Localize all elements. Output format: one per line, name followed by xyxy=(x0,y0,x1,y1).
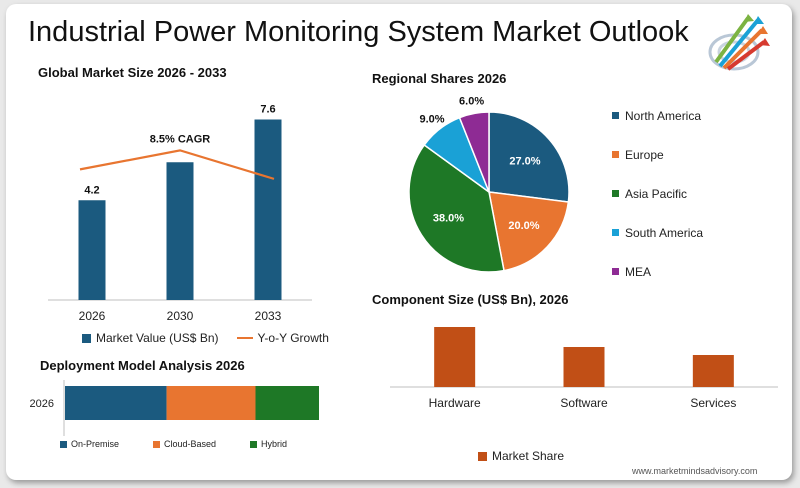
bar-software xyxy=(563,347,605,387)
legend-hybrid: Hybrid xyxy=(261,439,288,449)
cagr-annotation: 8.5% CAGR xyxy=(150,133,211,145)
page-title: Industrial Power Monitoring System Marke… xyxy=(28,16,689,48)
component-size-title: Component Size (US$ Bn), 2026 xyxy=(372,292,569,307)
stack-segment-hybrid xyxy=(255,386,319,420)
legend-swatch-north-america xyxy=(612,112,619,119)
deployment-stacked-bar: 2026 xyxy=(30,380,319,436)
infographic-card: Industrial Power Monitoring System Marke… xyxy=(6,4,792,480)
pie-label-mea: 6.0% xyxy=(459,96,484,108)
bar-hardware xyxy=(434,327,476,387)
cloud-based-swatch xyxy=(153,440,161,448)
legend-market-share: Market Share xyxy=(492,449,565,463)
pie-slice-mea xyxy=(458,111,490,193)
legend-on-premise: On-Premise xyxy=(71,439,120,449)
market-size-title: Global Market Size 2026 - 2033 xyxy=(38,65,227,80)
pie-label-north-america: 27.0% xyxy=(509,155,540,167)
component-size-chart: Hardware Software Services xyxy=(390,327,778,410)
yoy-growth-line xyxy=(79,149,275,180)
legend-market-value: Market Value (US$ Bn) xyxy=(96,331,219,345)
x-tick-hardware: Hardware xyxy=(429,396,481,410)
x-tick-2033: 2033 xyxy=(255,309,282,323)
x-tick-2030: 2030 xyxy=(167,309,194,323)
regional-shares-title: Regional Shares 2026 xyxy=(372,71,507,86)
legend-label-europe: Europe xyxy=(625,147,664,162)
pie-slice-asia-pacific xyxy=(408,143,505,273)
data-label-2026: 4.2 xyxy=(84,184,99,196)
yoy-growth-swatch xyxy=(236,337,253,339)
arrows-target-logo-icon xyxy=(708,14,770,71)
x-tick-software: Software xyxy=(560,396,608,410)
legend-swatch-mea xyxy=(612,268,619,275)
pie-label-asia-pacific: 38.0% xyxy=(433,213,464,225)
legend-label-south-america: South America xyxy=(625,225,704,240)
data-label-2033: 7.6 xyxy=(260,104,275,116)
deployment-title: Deployment Model Analysis 2026 xyxy=(40,358,245,373)
legend-item-south-america: South America xyxy=(612,213,703,252)
bar-2026 xyxy=(78,200,106,300)
y-tick-2026: 2026 xyxy=(30,398,54,410)
regional-legend: North America Europe Asia Pacific South Ame… xyxy=(612,96,703,291)
legend-label-mea: MEA xyxy=(625,264,652,279)
market-value-swatch xyxy=(82,333,91,343)
legend-item-north-america: North America xyxy=(612,96,703,135)
on-premise-swatch xyxy=(60,440,67,448)
pie-slice-north-america xyxy=(488,111,570,203)
pie-slice-europe xyxy=(488,191,570,272)
market-size-chart: 4.2 2026 2030 7.6 2033 8.5% CAGR xyxy=(48,104,312,323)
legend-item-europe: Europe xyxy=(612,135,703,174)
x-tick-2026: 2026 xyxy=(79,309,106,323)
deployment-legend: On-Premise Cloud-Based Hybrid xyxy=(60,439,287,449)
legend-item-asia-pacific: Asia Pacific xyxy=(612,174,703,213)
hybrid-swatch xyxy=(250,440,258,448)
stack-segment-cloud-based xyxy=(166,386,256,420)
component-legend: Market Share xyxy=(478,449,564,463)
bar-2030 xyxy=(166,162,194,300)
legend-swatch-asia-pacific xyxy=(612,190,619,197)
legend-swatch-south-america xyxy=(612,229,619,236)
legend-item-mea: MEA xyxy=(612,252,703,291)
legend-cloud-based: Cloud-Based xyxy=(164,439,217,449)
legend-label-asia-pacific: Asia Pacific xyxy=(625,186,688,201)
market-size-legend: Market Value (US$ Bn) Y-o-Y Growth xyxy=(82,331,329,345)
pie-label-south-america: 9.0% xyxy=(419,114,444,126)
legend-swatch-europe xyxy=(612,151,619,158)
regional-pie-chart: 27.0% 20.0% 38.0% 9.0% 6.0% xyxy=(408,96,570,273)
bar-services xyxy=(692,355,734,387)
x-tick-services: Services xyxy=(690,396,736,410)
website-url: www.marketmindsadvisory.com xyxy=(632,466,758,476)
pie-label-europe: 20.0% xyxy=(508,220,539,232)
legend-yoy-growth: Y-o-Y Growth xyxy=(257,331,329,345)
market-share-swatch xyxy=(478,451,487,461)
stack-segment-on-premise xyxy=(65,386,167,420)
legend-label-north-america: North America xyxy=(625,108,702,123)
bar-2033 xyxy=(254,119,282,300)
